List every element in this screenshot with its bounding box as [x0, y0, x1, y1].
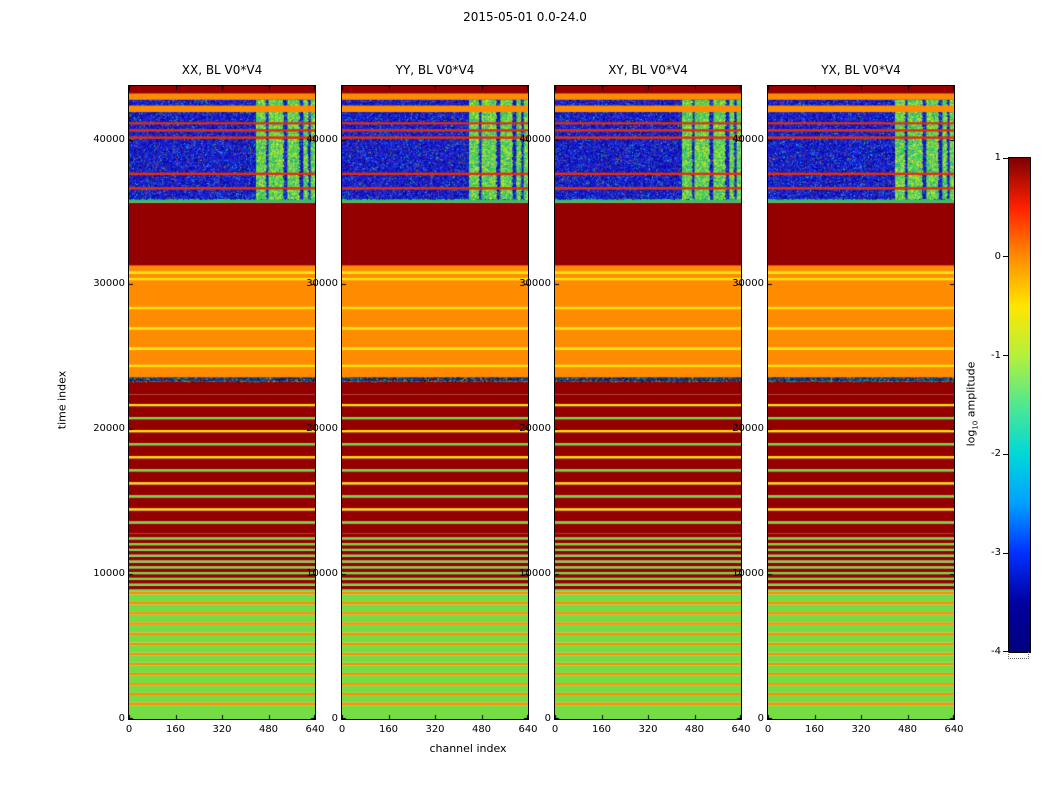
y-tick-label: 20000: [519, 423, 551, 435]
x-tick-label: 320: [212, 724, 232, 735]
x-tick-label: 480: [897, 724, 918, 735]
y-tick-label: 10000: [519, 568, 551, 580]
colorbar-extend: [1008, 652, 1029, 659]
heatmap-canvas-xy: [555, 86, 741, 719]
y-tick-label: 0: [544, 713, 551, 724]
heatmap-canvas-yy: [342, 86, 528, 719]
colorbar-tick-mark: [1003, 158, 1008, 159]
y-tick-label: 10000: [732, 568, 764, 580]
y-tick-label: 40000: [306, 133, 338, 145]
colorbar-tick-label: -2: [991, 448, 1001, 460]
colorbar-label-pre: log: [964, 429, 978, 447]
x-tick-label: 0: [764, 724, 772, 735]
y-tick-label: 0: [757, 713, 764, 724]
x-tick-label: 320: [851, 724, 871, 735]
colorbar-tick-mark: [1003, 453, 1008, 455]
y-tick-label: 30000: [519, 278, 551, 290]
colorbar-tick-label: -4: [991, 646, 1001, 657]
x-tick-label: 0: [125, 724, 133, 735]
y-tick-label: 0: [331, 713, 338, 724]
heatmap-canvas-yx: [768, 86, 954, 719]
y-tick-label: 20000: [306, 423, 338, 435]
x-tick-label: 640: [305, 724, 325, 735]
y-axis-label: time index: [55, 370, 69, 430]
x-tick-label: 480: [684, 724, 705, 735]
subplot-xx: XX, BL V0*V4 0 160 320 480 640 0 10000 20000 30…: [93, 63, 324, 735]
y-tick-label: 20000: [732, 423, 764, 435]
colorbar-label-sub: 10: [971, 420, 980, 430]
colorbar-ticks: 1 0 -1 -2 -3 -4: [991, 152, 1030, 657]
colorbar-tick-mark: [1003, 651, 1008, 652]
colorbar-tick-mark: [1003, 256, 1008, 258]
colorbar-tick-label: -3: [991, 547, 1001, 559]
y-tick-label: 0: [118, 713, 125, 724]
colorbar-tick-mark: [1003, 355, 1008, 357]
x-tick-label: 320: [638, 724, 658, 735]
x-tick-label: 640: [944, 724, 964, 735]
colorbar-gradient: [1009, 158, 1030, 652]
subplot-xy: XY, BL V0*V4 0 160 320 480 640 0 10000 20000 30…: [519, 63, 750, 735]
subplot-yy: YY, BL V0*V4 0 160 320 480 640 0 10000 20000 30…: [306, 63, 537, 735]
x-tick-label: 0: [551, 724, 559, 735]
y-tick-label: 10000: [93, 568, 125, 580]
x-tick-label: 320: [425, 724, 445, 735]
x-tick-label: 480: [258, 724, 279, 735]
y-tick-label: 30000: [732, 278, 764, 290]
x-tick-label: 640: [731, 724, 751, 735]
y-tick-label: 40000: [732, 133, 764, 145]
x-tick-label: 160: [804, 724, 825, 735]
subplot-yy-title: YY, BL V0*V4: [395, 63, 475, 77]
colorbar-tick-label: 0: [994, 250, 1001, 262]
x-tick-label: 640: [518, 724, 538, 735]
y-tick-label: 30000: [93, 278, 125, 290]
subplot-yx: YX, BL V0*V4 0 160 320 480 640 0 10000 20000 30…: [732, 63, 963, 735]
y-tick-label: 30000: [306, 278, 338, 290]
x-tick-label: 480: [471, 724, 492, 735]
colorbar-label: log10 amplitude: [964, 362, 979, 447]
colorbar: 1 0 -1 -2 -3 -4: [991, 152, 1031, 659]
y-tick-label: 40000: [93, 133, 125, 145]
y-tick-label: 40000: [519, 133, 551, 145]
x-tick-label: 160: [378, 724, 399, 735]
y-tick-label: 20000: [93, 423, 125, 435]
subplot-yx-title: YX, BL V0*V4: [821, 63, 901, 77]
subplot-xx-title: XX, BL V0*V4: [181, 63, 263, 77]
colorbar-tick-label: -1: [991, 349, 1001, 361]
colorbar-tick-label: 1: [994, 152, 1001, 163]
colorbar-label-post: amplitude: [964, 361, 978, 421]
figure-title: 2015-05-01 0.0-24.0: [463, 10, 587, 24]
x-tick-label: 160: [165, 724, 186, 735]
heatmap-canvas-xx: [129, 86, 315, 719]
subplot-xy-title: XY, BL V0*V4: [608, 63, 688, 77]
colorbar-tick-mark: [1003, 552, 1008, 554]
x-tick-label: 0: [338, 724, 346, 735]
x-axis-label: channel index: [429, 742, 507, 755]
x-tick-label: 160: [591, 724, 612, 735]
y-tick-label: 10000: [306, 568, 338, 580]
